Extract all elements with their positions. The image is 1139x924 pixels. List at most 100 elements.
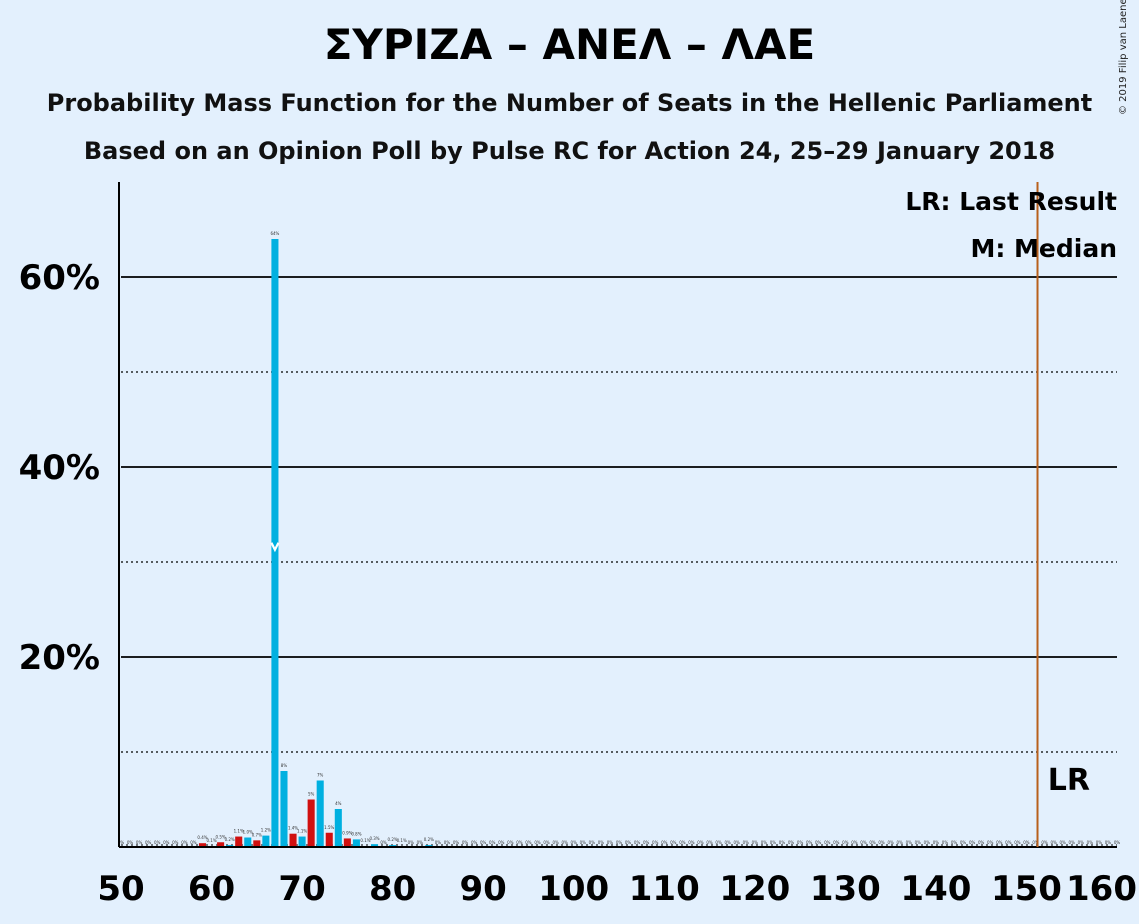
bar-value-label: 0% [498,840,505,845]
bar-value-label: 0% [507,840,514,845]
bar-value-label: 0% [706,840,713,845]
bar-value-label: 0% [1023,840,1030,845]
bar-value-label: 0% [652,840,659,845]
bar-seats-59 [198,843,207,847]
bar-value-label: 0% [833,840,840,845]
x-tick-label: 120 [719,869,790,909]
chart-source-subtitle: Based on an Opinion Poll by Pulse RC for… [83,137,1056,165]
x-tick-label: 110 [629,869,700,909]
bar-value-label: 0% [897,840,904,845]
bar-value-label: 0% [915,840,922,845]
x-tick-label: 130 [810,869,881,909]
x-tick-label: 140 [900,869,971,909]
bar-value-label: 0.4% [197,835,207,840]
y-tick-label: 40% [19,448,100,488]
bar-value-label: 0% [996,840,1003,845]
bar-value-label: 0% [190,840,197,845]
bar-seats-68 [280,771,288,847]
bar-seats-70 [298,836,306,847]
bar-seats-78 [370,844,379,847]
bar-value-label: 0% [127,840,134,845]
bar-value-label: 0% [887,840,894,845]
bar-value-label: 0% [1041,840,1048,845]
bar-value-label: 0% [824,840,831,845]
bar-value-label: 0% [770,840,777,845]
x-tick-label: 100 [538,869,609,909]
bar-value-label: 0% [643,840,650,845]
bar-seats-65 [253,840,261,847]
bar-value-label: 0% [661,840,668,845]
annotations: LR LR: Last Result M: Median [270,182,1117,847]
bar-value-label: 0% [181,840,188,845]
bar-value-label: 0% [1005,840,1012,845]
bar-value-label: 0.2% [424,837,434,842]
bar-value-label: 0% [634,840,641,845]
bar-value-label: 0% [571,840,578,845]
chart-subtitle: Probability Mass Function for the Number… [46,89,1093,117]
bar-value-label: 0.1% [397,838,407,843]
bar-value-label: 0% [1059,840,1066,845]
bar-seats-73 [325,832,333,847]
bar-value-label: 0% [616,840,623,845]
bar-value-label: 8% [281,763,288,768]
bar-value-label: 0% [969,840,976,845]
bar-value-label: 0% [924,840,931,845]
bar-value-label: 0% [172,840,179,845]
median-marker-icon [270,542,280,553]
bar-value-label: 0% [1096,840,1103,845]
bar-value-label: 64% [270,231,279,236]
bar-value-label: 0% [688,840,695,845]
bar-value-label: 0% [715,840,722,845]
y-tick-label: 60% [19,258,100,298]
bar-value-label: 0% [417,840,424,845]
last-result-marker-label: LR [1048,763,1090,798]
bar-value-label: 0% [1069,840,1076,845]
bar-value-label: 0% [118,840,125,845]
x-tick-label: 60 [188,869,235,909]
bar-value-label: 0% [670,840,677,845]
bar-value-label: 0% [1032,840,1039,845]
bar-value-label: 7% [317,773,324,778]
bar-value-label: 0.1% [360,838,370,843]
bar-seats-66 [262,835,270,847]
bar-value-label: 0% [878,840,885,845]
bar-seats-76 [352,839,360,847]
bar-value-label: 0% [842,840,849,845]
bar-value-label: 0% [752,840,759,845]
axes: 20% 40% 60% 50 60 70 80 90 100 110 120 130 140 150 160 [19,182,1137,909]
bar-value-label: 0% [489,840,496,845]
bar-labels: 0% 0% 0% 0% 0% 0% 0% 0% 0%0.4%0.1%0.5%0.2%1.1%1.… [118,231,1121,845]
bar-value-label: 1.1% [297,829,307,834]
bar-value-label: 0% [951,840,958,845]
x-tick-label: 90 [460,869,507,909]
bar-value-label: 0% [869,840,876,845]
bar-value-label: 0% [136,840,143,845]
bar-value-label: 0% [942,840,949,845]
x-tick-label: 50 [97,869,144,909]
bar-value-label: 0% [1114,840,1121,845]
bar-value-label: 0.9% [342,830,352,835]
y-tick-label: 20% [19,638,100,678]
legend-median: M: Median [970,234,1117,263]
bar-seats-75 [343,838,351,847]
bar-value-label: 0% [625,840,632,845]
bar-value-label: 0% [598,840,605,845]
bar-value-label: 0% [589,840,596,845]
gridlines [121,276,1117,846]
bar-value-label: 1.1% [234,829,244,834]
bar-seats-69 [289,833,297,847]
bar-value-label: 0% [743,840,750,845]
bar-value-label: 0% [462,840,469,845]
bar-value-label: 0% [1014,840,1021,845]
bar-value-label: 0% [1050,840,1057,845]
bar-value-label: 0% [1087,840,1094,845]
bar-value-label: 0% [525,840,532,845]
bar-value-label: 0% [516,840,523,845]
bar-value-label: 0% [960,840,967,845]
x-tick-label: 80 [369,869,416,909]
bar-value-label: 0% [453,840,460,845]
bar-value-label: 0% [933,840,940,845]
bar-value-label: 0.2% [388,837,398,842]
bar-value-label: 0% [480,840,487,845]
